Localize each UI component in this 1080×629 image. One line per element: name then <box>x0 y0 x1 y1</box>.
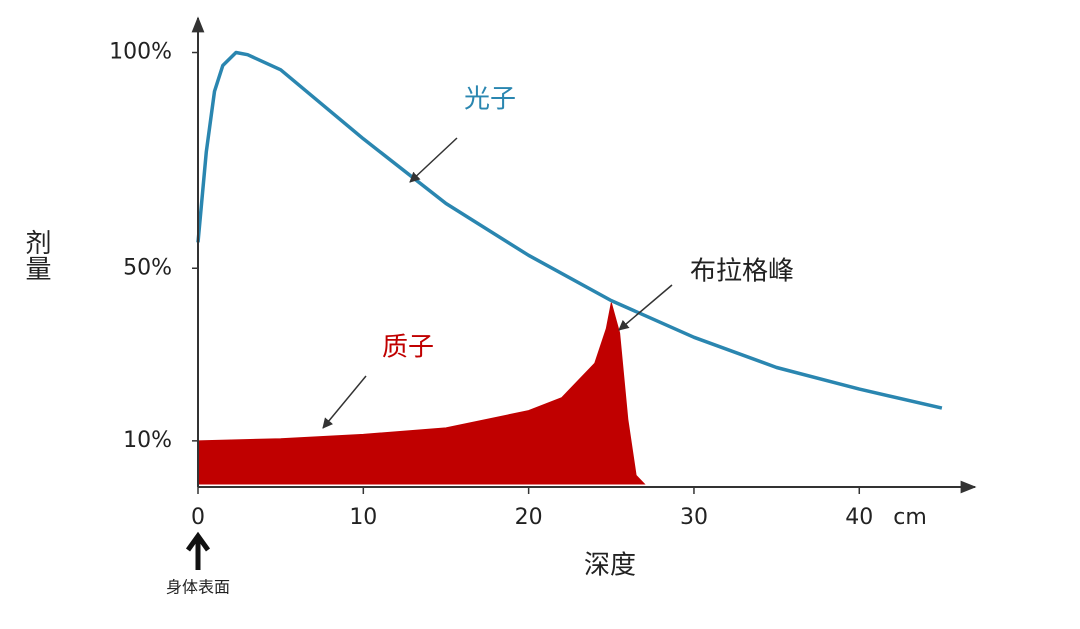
line <box>196 50 943 410</box>
x-tick-label: 30 <box>680 505 708 530</box>
y-tick-label: 50% <box>123 255 172 280</box>
x-tick-label: 40 <box>845 505 873 530</box>
x-tick-label: 10 <box>349 505 377 530</box>
bragg-arrow <box>618 284 673 331</box>
y-tick-label: 10% <box>123 428 172 453</box>
series-label: 光子 <box>464 85 516 115</box>
y-tick-label: 100% <box>109 40 172 65</box>
x-axis-label: 深度 <box>584 551 636 581</box>
plot-area <box>196 50 943 485</box>
x-tick-label: 0 <box>191 505 205 530</box>
surface-label: 身体表面 <box>166 578 230 597</box>
series-label: 质子 <box>382 333 434 363</box>
surface-arrow <box>185 531 211 570</box>
x-tick-label: 20 <box>515 505 543 530</box>
label-arrow <box>409 137 458 183</box>
bragg-label: 布拉格峰 <box>690 257 794 287</box>
x-unit: cm <box>893 505 927 530</box>
area <box>197 302 646 485</box>
label-arrow <box>322 375 367 429</box>
y-axis-label: 剂量 <box>21 229 51 281</box>
